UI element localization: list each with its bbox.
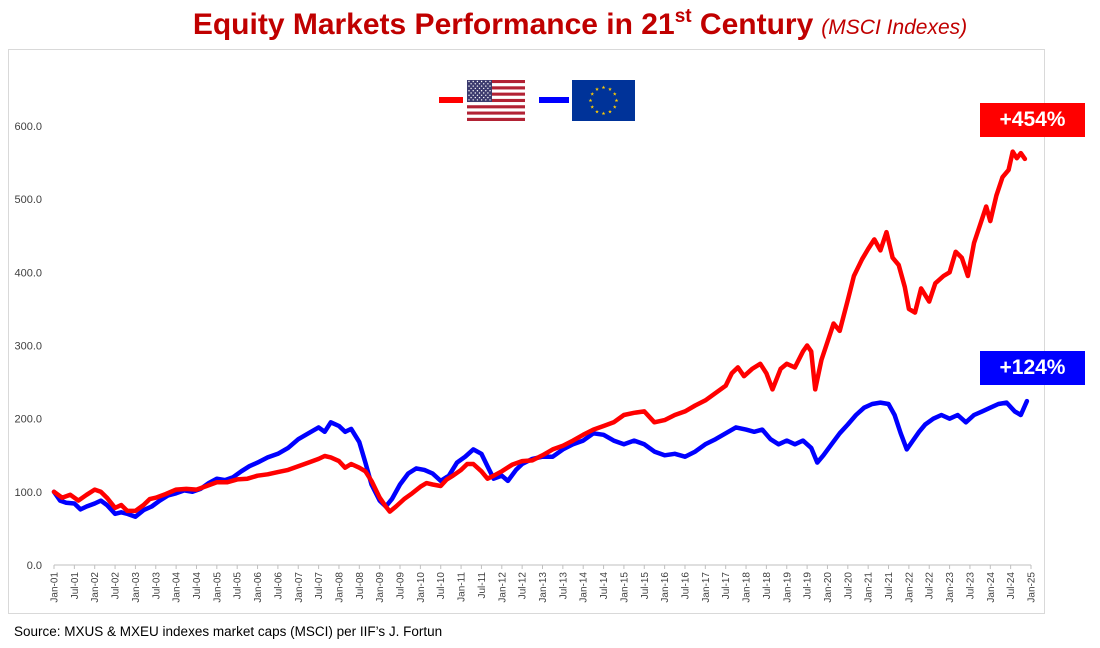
x-tick-label: Jan-14: [579, 572, 590, 603]
x-tick-label: Jan-20: [823, 572, 834, 603]
x-tick-label: Jan-06: [253, 572, 264, 603]
plot-area-frame: [8, 49, 1045, 614]
x-tick-label: Jan-19: [782, 572, 793, 603]
x-tick-label: Jul-04: [192, 572, 203, 600]
x-tick-label: Jul-18: [762, 572, 773, 600]
x-tick-label: Jan-12: [497, 572, 508, 603]
x-tick-label: Jul-05: [233, 572, 244, 600]
x-tick-label: Jul-23: [965, 572, 976, 600]
x-tick-label: Jan-03: [131, 572, 142, 603]
title-superscript: st: [674, 6, 692, 27]
x-tick-label: Jul-02: [111, 572, 122, 600]
x-tick-label: Jan-18: [742, 572, 753, 603]
x-tick-label: Jul-15: [640, 572, 651, 600]
y-tick-label: 0.0: [27, 560, 42, 572]
series-line-us: [51, 149, 1028, 514]
x-tick-label: Jul-01: [70, 572, 81, 600]
title-main-text: Equity Markets Performance in 21: [192, 8, 675, 41]
x-axis: Jan-01 Jul-01 Jan-02 Jul-02 Jan-03 Jul-03 Jan-…: [50, 564, 1038, 603]
title-subtitle: (MSCI Indexes): [821, 16, 968, 39]
x-tick-label: Jan-01: [50, 572, 61, 603]
x-tick-label: Jul-12: [518, 572, 529, 600]
eu-flag-icon: [572, 80, 635, 121]
x-tick-label: Jul-09: [396, 572, 407, 600]
source-note: Source: MXUS & MXEU indexes market caps …: [14, 624, 443, 639]
eu-end-badge: +124%: [980, 351, 1085, 385]
y-tick-label: 300.0: [14, 341, 42, 353]
x-tick-label: Jan-07: [294, 572, 305, 603]
x-tick-label: Jul-17: [721, 572, 732, 600]
x-tick-label: Jan-09: [375, 572, 386, 603]
x-tick-label: Jul-06: [273, 572, 284, 600]
x-tick-label: Jul-24: [1006, 572, 1017, 600]
y-tick-label: 400.0: [14, 267, 42, 279]
y-tick-label: 600.0: [14, 121, 42, 133]
x-tick-label: Jan-04: [172, 572, 183, 603]
x-tick-label: Jan-24: [986, 572, 997, 603]
x-tick-label: Jan-16: [660, 572, 671, 603]
x-tick-label: Jul-11: [477, 572, 488, 599]
x-tick-label: Jul-03: [151, 572, 162, 600]
y-tick-label: 200.0: [14, 414, 42, 426]
x-tick-label: Jul-10: [436, 572, 447, 600]
x-tick-label: Jul-19: [803, 572, 814, 600]
x-tick-label: Jan-25: [1027, 572, 1038, 603]
x-tick-label: Jan-08: [334, 572, 345, 603]
us-flag-icon: [467, 80, 525, 121]
x-tick-label: Jan-17: [701, 572, 712, 603]
x-tick-label: Jan-23: [945, 572, 956, 603]
us-end-badge: +454%: [980, 103, 1085, 137]
title-main-end: Century: [691, 8, 814, 41]
x-tick-label: Jul-21: [884, 572, 895, 600]
y-axis: 0.0 100.0 200.0 300.0 400.0 500.0 600.0: [14, 121, 42, 572]
x-tick-label: Jul-20: [843, 572, 854, 600]
x-tick-label: Jan-21: [864, 572, 875, 603]
x-tick-label: Jan-10: [416, 572, 427, 603]
x-tick-label: Jan-05: [212, 572, 223, 603]
x-tick-label: Jul-07: [314, 572, 325, 600]
series-line-europe: [51, 398, 1030, 519]
legend-us-line: [439, 97, 463, 103]
x-tick-label: Jul-13: [558, 572, 569, 600]
x-tick-label: Jan-11: [457, 572, 468, 602]
x-tick-label: Jan-15: [619, 572, 630, 603]
series-layer: [51, 149, 1030, 519]
x-tick-label: Jan-02: [90, 572, 101, 603]
x-tick-label: Jul-08: [355, 572, 366, 600]
x-tick-label: Jul-22: [925, 572, 936, 600]
chart-title: Equity Markets Performance in 21st Centu…: [0, 6, 1100, 42]
x-tick-label: Jul-14: [599, 572, 610, 600]
y-tick-label: 500.0: [14, 194, 42, 206]
legend-eu-line: [539, 97, 569, 103]
x-tick-label: Jan-22: [904, 572, 915, 603]
x-tick-label: Jul-16: [680, 572, 691, 600]
y-tick-label: 100.0: [14, 487, 42, 499]
x-tick-label: Jan-13: [538, 572, 549, 603]
